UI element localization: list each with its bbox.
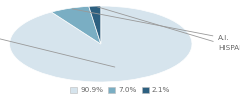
Text: HISPANIC: HISPANIC — [97, 7, 240, 51]
Wedge shape — [89, 6, 101, 44]
Wedge shape — [10, 6, 192, 82]
Text: WHITE: WHITE — [0, 28, 115, 67]
Legend: 90.9%, 7.0%, 2.1%: 90.9%, 7.0%, 2.1% — [67, 84, 173, 96]
Text: A.I.: A.I. — [72, 9, 230, 41]
Wedge shape — [51, 6, 101, 44]
